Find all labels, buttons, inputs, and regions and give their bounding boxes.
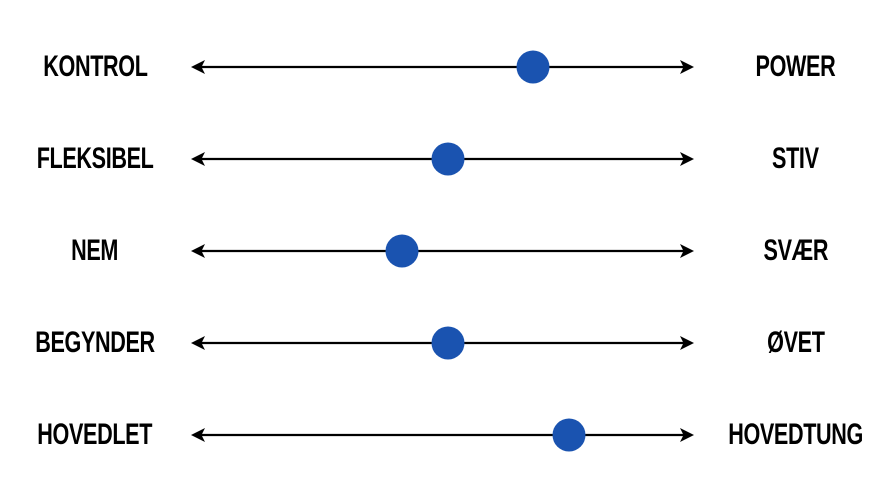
double-arrow-line (191, 60, 694, 74)
scale-track (190, 321, 695, 365)
scale-right-label-cell: HOVEDTUNG (695, 420, 896, 450)
scale-dot (552, 418, 586, 452)
scale-left-label: HOVEDLET (37, 418, 153, 451)
scale-right-label: SVÆR (763, 234, 828, 267)
scale-left-label-cell: FLEKSIBEL (0, 144, 190, 174)
scale-left-label-cell: NEM (0, 236, 190, 266)
scale-right-label: ØVET (766, 326, 825, 359)
scale-dot (431, 142, 465, 176)
double-arrow-line (191, 244, 694, 258)
scale-left-label: NEM (71, 234, 119, 267)
arrow-left-icon (191, 244, 205, 258)
scale-left-label: KONTROL (42, 50, 148, 83)
scale-dot (431, 326, 465, 360)
scale-right-label-cell: ØVET (695, 328, 896, 358)
bipolar-scales-chart: KONTROL POWER FLEKSIBEL STIV (0, 21, 896, 481)
scale-row: NEM SVÆR (0, 205, 896, 297)
scale-row: FLEKSIBEL STIV (0, 113, 896, 205)
arrow-left-icon (191, 60, 205, 74)
scale-left-label-cell: HOVEDLET (0, 420, 190, 450)
scale-dot (516, 50, 550, 84)
scale-dot (385, 234, 419, 268)
arrow-left-icon (191, 428, 205, 442)
arrow-right-icon (680, 428, 694, 442)
scale-left-label: BEGYNDER (35, 326, 155, 359)
scale-track (190, 229, 695, 273)
arrow-right-icon (680, 244, 694, 258)
scale-left-label: FLEKSIBEL (36, 142, 154, 175)
arrow-left-icon (191, 336, 205, 350)
scale-right-label-cell: STIV (695, 144, 896, 174)
arrow-right-icon (680, 60, 694, 74)
scale-right-label: STIV (772, 142, 819, 175)
arrow-right-icon (680, 152, 694, 166)
scale-right-label: HOVEDTUNG (728, 418, 863, 451)
scale-row: KONTROL POWER (0, 21, 896, 113)
scale-left-label-cell: KONTROL (0, 52, 190, 82)
scale-right-label: POWER (755, 50, 836, 83)
scale-track (190, 413, 695, 457)
scale-track (190, 137, 695, 181)
scale-right-label-cell: SVÆR (695, 236, 896, 266)
scale-left-label-cell: BEGYNDER (0, 328, 190, 358)
arrow-right-icon (680, 336, 694, 350)
scale-right-label-cell: POWER (695, 52, 896, 82)
scale-row: BEGYNDER ØVET (0, 297, 896, 389)
scale-track (190, 45, 695, 89)
double-arrow-line (191, 428, 694, 442)
scale-row: HOVEDLET HOVEDTUNG (0, 389, 896, 481)
arrow-left-icon (191, 152, 205, 166)
